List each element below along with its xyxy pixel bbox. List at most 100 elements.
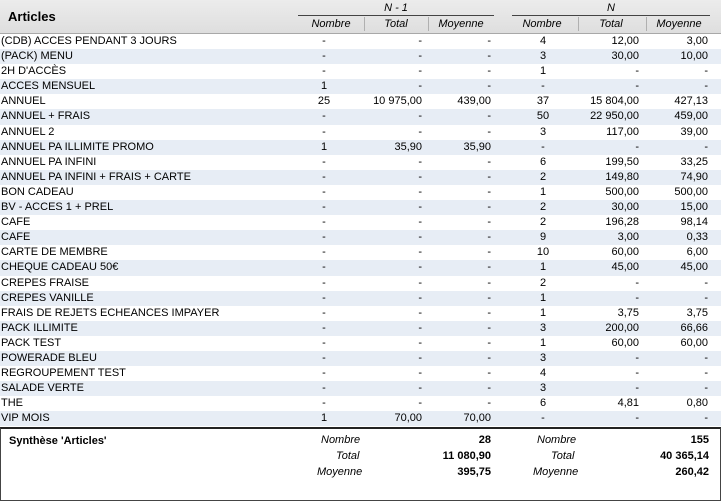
cell-cur-nombre: 50 [536, 110, 550, 123]
cell-cur-moyenne: 3,75 [686, 306, 708, 319]
cell-prev-moyenne: - [487, 125, 491, 138]
cell-prev-nombre: 1 [320, 140, 328, 153]
cell-prev-total: - [418, 367, 422, 380]
cell-prev-nombre: - [322, 321, 326, 334]
table-row: ANNUEL PA INFINI + FRAIS + CARTE - - - 2 149,… [0, 169, 721, 185]
group-header-previous-year: N - 1 [298, 1, 494, 16]
cell-prev-total: - [418, 35, 422, 47]
article-label: REGROUPEMENT TEST [1, 367, 126, 380]
cell-prev-nombre: 1 [320, 412, 328, 425]
cell-cur-total: 3,75 [617, 306, 639, 319]
cell-cur-total: 12,00 [611, 35, 639, 47]
cell-prev-total: 35,90 [394, 140, 422, 153]
cell-cur-total: - [635, 382, 639, 395]
cell-prev-nombre: - [322, 170, 326, 183]
cell-cur-total: 200,00 [605, 321, 639, 334]
cell-cur-moyenne: 459,00 [674, 110, 708, 123]
cell-cur-nombre: 3 [539, 50, 547, 63]
cell-cur-moyenne: 66,66 [680, 321, 708, 334]
cell-prev-total: - [418, 246, 422, 259]
cell-cur-nombre: 1 [539, 261, 547, 274]
cell-prev-moyenne: - [487, 201, 491, 214]
cell-prev-moyenne: - [487, 80, 491, 93]
cell-prev-moyenne: - [487, 306, 491, 319]
cell-cur-total: 149,80 [605, 170, 639, 183]
table-row: ANNUEL + FRAIS - - - 50 22 950,00 459,00 [0, 109, 721, 125]
cell-prev-moyenne: - [487, 276, 491, 289]
cell-prev-moyenne: - [487, 291, 491, 304]
cell-prev-moyenne: - [487, 216, 491, 229]
table-row: ANNUEL PA INFINI - - - 6 199,50 33,25 [0, 155, 721, 170]
cell-prev-total: - [418, 261, 422, 274]
cell-prev-nombre: - [322, 216, 326, 229]
cell-cur-nombre: 4 [539, 367, 547, 380]
cell-cur-total: 196,28 [605, 216, 639, 229]
cell-prev-total: - [418, 382, 422, 395]
cell-cur-total: 3,00 [617, 231, 639, 244]
cell-cur-total: 45,00 [611, 261, 639, 274]
cell-cur-nombre: 1 [539, 291, 547, 304]
cell-prev-nombre: - [322, 382, 326, 395]
table-row: ANNUEL PA ILLIMITE PROMO 1 35,90 35,90 - - - [0, 139, 721, 155]
cell-cur-total: - [635, 412, 639, 425]
summary-prev-total-label: Total [336, 450, 360, 462]
cell-prev-total: - [418, 276, 422, 289]
summary-cur-total-value: 40 365,14 [660, 450, 709, 462]
cell-prev-nombre: - [322, 367, 326, 380]
table-row: POWERADE BLEU - - - 3 - - [0, 350, 721, 367]
cell-prev-nombre: 25 [317, 95, 331, 108]
cell-prev-moyenne: - [487, 397, 491, 410]
article-label: PACK TEST [1, 336, 62, 349]
table-row: ANNUEL 25 10 975,00 439,00 37 15 804,00 427,13 [0, 94, 721, 109]
cell-cur-moyenne: - [704, 367, 708, 380]
col-header-cur-total: Total [578, 17, 643, 31]
cell-prev-nombre: - [322, 246, 326, 259]
cell-prev-total: - [418, 216, 422, 229]
cell-prev-moyenne: 35,90 [463, 140, 491, 153]
article-label: BV - ACCES 1 + PREL [1, 201, 114, 214]
summary-title: Synthèse 'Articles' [9, 435, 107, 447]
cell-prev-total: - [418, 80, 422, 93]
cell-cur-moyenne: 39,00 [680, 125, 708, 138]
table-row: CAFE - - - 9 3,00 0,33 [0, 230, 721, 246]
cell-cur-moyenne: 45,00 [680, 261, 708, 274]
cell-cur-total: - [635, 291, 639, 304]
article-label: BON CADEAU [1, 185, 74, 198]
cell-prev-nombre: - [322, 276, 326, 289]
cell-cur-moyenne: - [704, 80, 708, 93]
cell-prev-nombre: - [322, 35, 326, 47]
cell-cur-moyenne: - [704, 65, 708, 78]
cell-prev-total: - [418, 201, 422, 214]
col-header-prev-nombre: Nombre [311, 18, 351, 30]
cell-cur-nombre: 2 [539, 276, 547, 289]
cell-cur-total: - [635, 80, 639, 93]
article-label: CREPES FRAISE [1, 276, 90, 289]
cell-cur-total: - [635, 351, 639, 364]
col-header-cur-nombre: Nombre [522, 18, 562, 30]
article-label: ANNUEL 2 [1, 125, 55, 138]
summary-box: Synthèse 'Articles' Nombre Total Moyenne… [0, 427, 721, 501]
summary-cur-moyenne-label: Moyenne [533, 466, 579, 478]
summary-prev-total-value: 11 080,90 [442, 450, 491, 462]
cell-prev-moyenne: - [487, 351, 491, 364]
cell-cur-nombre: 37 [536, 95, 550, 108]
table-row: BON CADEAU - - - 1 500,00 500,00 [0, 185, 721, 200]
table-row: CHEQUE CADEAU 50€ - - - 1 45,00 45,00 [0, 260, 721, 276]
cell-cur-nombre: 1 [539, 185, 547, 198]
cell-prev-moyenne: - [487, 35, 491, 47]
cell-cur-total: - [635, 140, 639, 153]
article-label: ANNUEL PA ILLIMITE PROMO [1, 140, 154, 153]
cell-prev-total: - [418, 336, 422, 349]
article-label: POWERADE BLEU [1, 351, 97, 364]
cell-prev-nombre: - [322, 291, 326, 304]
cell-prev-nombre: - [322, 185, 326, 198]
cell-prev-moyenne: - [487, 50, 491, 63]
table-row: CAFE - - - 2 196,28 98,14 [0, 215, 721, 230]
cell-cur-nombre: 2 [539, 170, 547, 183]
cell-prev-nombre: - [322, 50, 326, 63]
article-label: VIP MOIS [1, 412, 50, 425]
article-label: THE [1, 397, 23, 410]
summary-prev-nombre-value: 28 [478, 434, 491, 446]
summary-cur-nombre-value: 155 [690, 434, 709, 446]
